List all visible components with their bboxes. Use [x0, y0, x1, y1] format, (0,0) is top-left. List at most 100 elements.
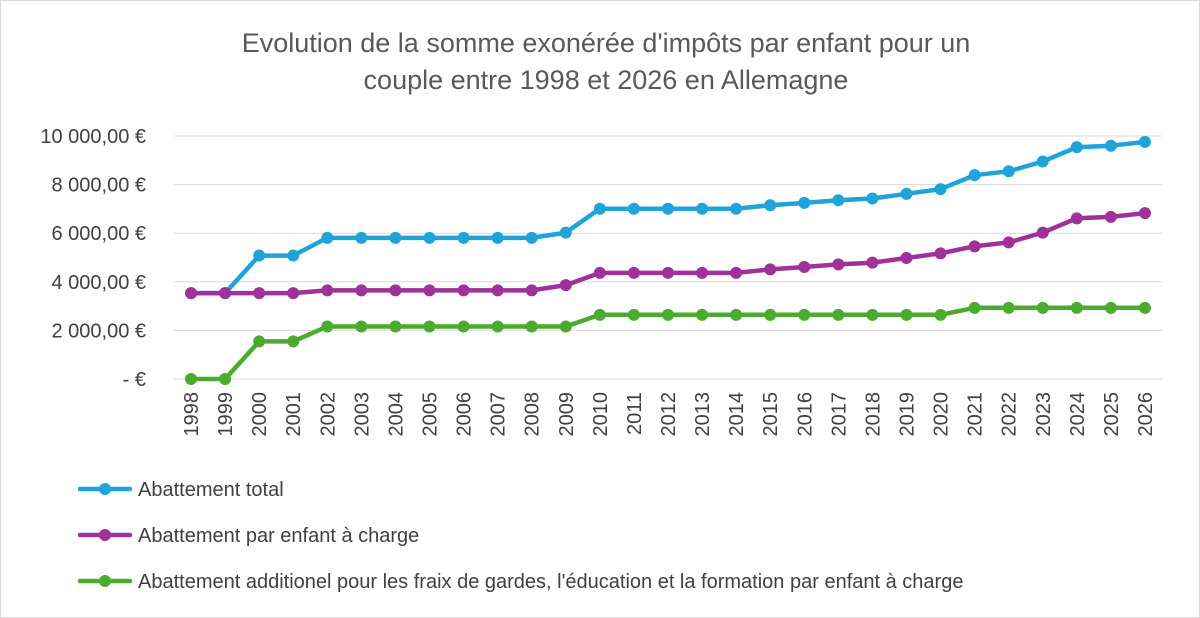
data-point: [525, 284, 538, 297]
y-tick-label: 8 000,00 €: [51, 175, 146, 197]
data-point: [1002, 165, 1015, 178]
data-point: [287, 335, 300, 348]
data-point: [253, 287, 266, 300]
chart-title-line-2: couple entre 1998 et 2026 en Allemagne: [364, 65, 849, 95]
data-point: [525, 320, 538, 333]
data-point: [662, 308, 674, 321]
data-point: [1036, 226, 1049, 239]
legend-item: Abattement par enfant à charge: [77, 525, 419, 547]
x-tick-label: 2015: [760, 392, 782, 437]
data-point: [593, 308, 606, 321]
y-tick-label: 2 000,00 €: [51, 320, 146, 342]
x-tick-label: 2012: [658, 392, 680, 437]
data-point: [287, 249, 300, 262]
x-tick-label: 2023: [1033, 392, 1055, 437]
legend-label: Abattement total: [138, 479, 284, 501]
data-point: [457, 320, 470, 333]
x-tick-label: 2017: [828, 392, 850, 437]
data-point: [457, 231, 470, 244]
x-tick-label: 2009: [556, 392, 578, 437]
y-tick-label: - €: [123, 369, 146, 391]
data-point: [253, 249, 266, 262]
data-point: [832, 308, 845, 321]
data-point: [730, 202, 743, 215]
x-tick-label: 2007: [488, 392, 510, 437]
data-point: [832, 258, 845, 271]
x-tick-label: 2003: [351, 392, 373, 437]
series-line: [188, 210, 1148, 296]
data-point: [1138, 135, 1151, 148]
data-point: [900, 187, 913, 200]
x-tick-label: 2000: [249, 392, 271, 437]
data-point: [287, 287, 300, 300]
data-point: [1104, 210, 1117, 223]
data-point: [627, 266, 640, 279]
data-point: [764, 263, 777, 276]
data-point: [1002, 236, 1015, 249]
data-point: [253, 335, 266, 348]
data-point: [219, 287, 232, 300]
x-axis: 1998 1999 2000 2001 2002 2003 2004 2005 2006 2007…: [181, 392, 1157, 437]
x-tick-label: 2001: [283, 392, 305, 437]
data-point: [832, 194, 845, 207]
x-tick-label: 2014: [726, 392, 748, 437]
data-point: [730, 266, 743, 279]
legend-marker: [99, 529, 111, 541]
x-tick-label: 1998: [181, 392, 203, 437]
data-point: [1070, 301, 1083, 314]
data-point: [389, 231, 402, 244]
legend-label: Abattement additionel pour les fraix de …: [138, 571, 963, 593]
x-tick-label: 2018: [862, 392, 884, 437]
data-point: [525, 231, 538, 244]
data-point: [185, 287, 198, 300]
chart-title-line-1: Evolution de la somme exonérée d'impôts …: [242, 28, 971, 58]
data-point: [934, 308, 947, 321]
data-point: [1104, 139, 1117, 152]
data-point: [491, 284, 504, 297]
data-point: [491, 320, 504, 333]
data-point: [559, 226, 572, 239]
gridlines: [174, 135, 1162, 380]
data-point: [764, 308, 777, 321]
data-point: [900, 251, 913, 264]
data-point: [457, 284, 470, 297]
x-tick-label: 2013: [692, 392, 714, 437]
data-point: [1002, 301, 1015, 314]
y-tick-label: 4 000,00 €: [51, 272, 146, 294]
data-point: [798, 308, 811, 321]
data-point: [423, 320, 436, 333]
data-point: [355, 320, 368, 333]
data-point: [662, 202, 674, 215]
data-point: [866, 256, 879, 269]
data-point: [730, 308, 743, 321]
data-point: [968, 240, 981, 253]
data-point: [423, 231, 436, 244]
data-point: [389, 320, 402, 333]
data-point: [764, 199, 777, 212]
data-point: [968, 169, 981, 182]
x-tick-label: 2024: [1067, 392, 1089, 437]
data-point: [559, 279, 572, 292]
x-tick-label: 2011: [624, 392, 646, 435]
y-tick-label: 10 000,00 €: [40, 126, 146, 148]
x-tick-label: 1999: [215, 392, 237, 437]
data-point: [866, 192, 879, 205]
data-point: [1070, 212, 1083, 225]
x-tick-label: 2002: [317, 392, 339, 437]
x-tick-label: 2006: [454, 392, 476, 437]
data-point: [423, 284, 436, 297]
legend-item: Abattement total: [77, 479, 284, 501]
data-point: [185, 373, 198, 385]
series-2: [185, 207, 1151, 300]
x-tick-label: 2010: [590, 392, 612, 437]
x-tick-label: 2025: [1101, 392, 1123, 437]
data-point: [696, 266, 709, 279]
legend-item: Abattement additionel pour les fraix de …: [77, 571, 963, 593]
data-point: [866, 308, 879, 321]
y-axis: - € 2 000,00 € 4 000,00 € 6 000,00 € 8 000,0…: [40, 126, 146, 391]
data-point: [1036, 155, 1049, 168]
data-point: [934, 247, 947, 260]
x-tick-label: 2005: [420, 392, 442, 437]
x-tick-label: 2008: [522, 392, 544, 437]
